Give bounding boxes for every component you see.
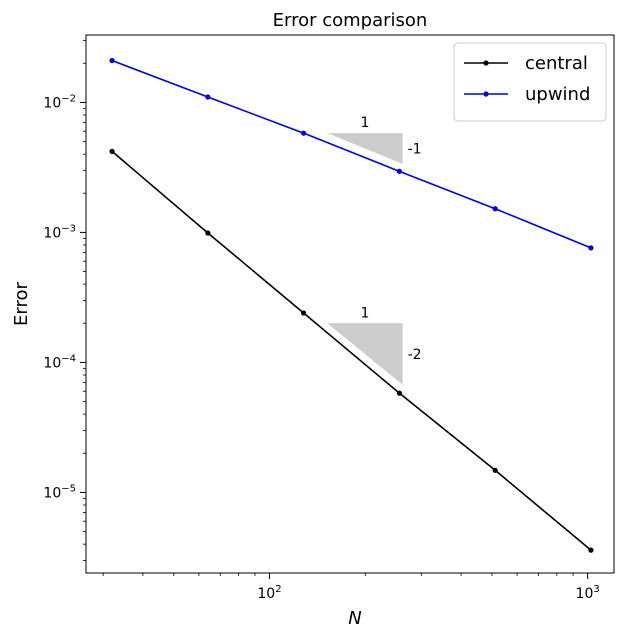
plot-frame: [85, 34, 615, 574]
slope-triangles: 1 -1 1 -2: [327, 115, 422, 385]
y-tick-label-base: 10: [43, 225, 61, 241]
data-point-upwind: [492, 206, 498, 212]
legend-marker-central: [483, 60, 489, 66]
series-layer: [109, 57, 594, 553]
y-tick-label-base: 10: [43, 485, 61, 501]
y-tick-label-base: 10: [43, 95, 61, 111]
y-tick-label: 10−5: [43, 483, 76, 501]
x-tick-label-base: 10: [576, 586, 594, 602]
y-tick-label-exp: −5: [61, 483, 76, 494]
data-point-upwind: [301, 130, 307, 136]
chart-title: Error comparison: [273, 10, 428, 31]
y-tick-label: 10−2: [43, 93, 76, 111]
y-tick-label-exp: −4: [61, 353, 76, 364]
legend-marker-upwind: [483, 91, 489, 97]
x-axis-ticks: 102 103: [102, 573, 600, 602]
x-tick-label-exp: 2: [275, 584, 281, 595]
y-tick-label: 10−3: [43, 223, 76, 241]
data-point-central: [396, 390, 402, 396]
slope-rise-label: -1: [408, 142, 422, 158]
y-tick-label-exp: −2: [61, 93, 76, 104]
y-tick-label-base: 10: [43, 355, 61, 371]
legend: central upwind: [453, 42, 607, 122]
y-tick-label-exp: −3: [61, 223, 76, 234]
data-point-upwind: [205, 94, 211, 100]
series-line-upwind: [111, 59, 592, 249]
data-point-upwind: [588, 245, 594, 251]
y-axis-label: Error: [11, 281, 32, 325]
data-point-upwind: [396, 168, 402, 174]
x-tick-label: 103: [576, 584, 600, 602]
slope-run-label: 1: [361, 115, 370, 131]
slope-rise-label: -2: [408, 347, 422, 363]
x-axis-label: N: [348, 608, 361, 629]
slope-triangle: [327, 323, 403, 385]
series-line-central: [111, 150, 592, 551]
data-point-central: [109, 148, 115, 154]
data-point-upwind: [109, 57, 115, 64]
x-tick-label: 102: [257, 584, 281, 602]
data-point-central: [205, 230, 211, 236]
legend-label-upwind: upwind: [525, 84, 590, 105]
slope-triangle: [327, 133, 403, 164]
y-axis-ticks: 10−510−410−310−2: [43, 39, 86, 561]
data-point-central: [301, 310, 307, 316]
x-tick-label-exp: 3: [593, 584, 599, 595]
legend-label-central: central: [525, 53, 588, 74]
data-point-central: [588, 547, 594, 553]
slope-run-label: 1: [361, 305, 370, 321]
data-point-central: [492, 467, 498, 473]
y-tick-label: 10−4: [43, 353, 76, 371]
x-tick-label-base: 10: [257, 586, 275, 602]
